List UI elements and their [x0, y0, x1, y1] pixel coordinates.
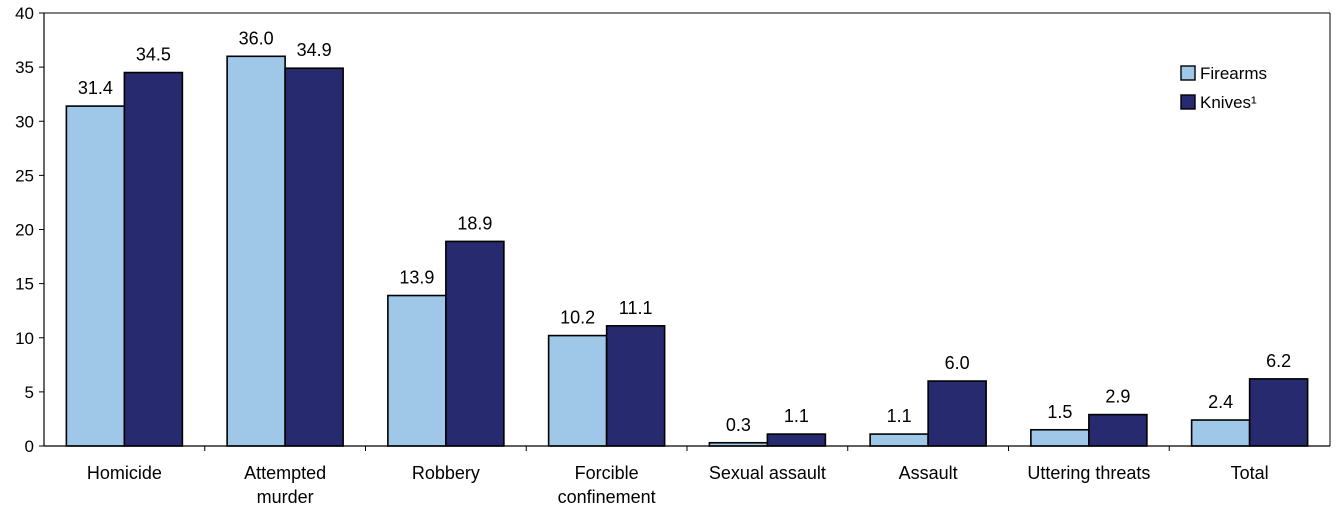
data-label: 6.0: [945, 353, 970, 373]
y-tick-label: 15: [15, 275, 34, 294]
legend-label: Knives¹: [1200, 93, 1257, 112]
bar-firearms: [65, 105, 126, 447]
data-label: 1.5: [1047, 402, 1072, 422]
legend-swatch: [1180, 94, 1196, 110]
data-label: 11.1: [619, 298, 653, 318]
data-label: 0.3: [726, 415, 751, 435]
bar-firearms: [869, 433, 929, 447]
legend-swatch: [1180, 65, 1196, 81]
x-tick-label: Attempted murder: [244, 463, 326, 507]
y-tick-label: 40: [15, 4, 34, 23]
data-label: 34.9: [297, 40, 332, 60]
y-tick-label: 30: [15, 112, 34, 131]
data-label: 10.2: [560, 308, 595, 328]
bar-firearms: [547, 334, 608, 447]
x-tick-label: Assault: [899, 463, 958, 483]
bar-firearms: [1190, 419, 1251, 447]
bar-firearms: [387, 294, 447, 447]
y-tick-label: 35: [15, 58, 34, 77]
y-tick-label: 25: [15, 166, 34, 185]
data-label: 34.5: [136, 45, 171, 65]
bars: [65, 55, 1309, 447]
x-axis: Homicide Attempted murder Robbery Forcible co…: [44, 445, 1330, 507]
x-tick-label: Homicide: [87, 463, 162, 483]
data-label: 18.9: [457, 213, 492, 233]
y-tick-label: 0: [25, 437, 34, 456]
x-tick-label: Sexual assault: [709, 463, 826, 483]
data-label: 2.9: [1105, 387, 1130, 407]
legend: Firearms Knives¹: [1180, 64, 1267, 112]
bar-knives: [123, 71, 184, 447]
bar-knives: [605, 325, 666, 447]
bar-firearms: [226, 55, 286, 447]
bar-knives: [445, 240, 505, 447]
x-tick-label: Forcible confinement: [558, 463, 656, 507]
y-tick-label: 10: [15, 329, 34, 348]
x-tick-label: Total: [1231, 463, 1269, 483]
bar-knives: [1088, 413, 1148, 447]
data-label: 6.2: [1266, 351, 1291, 371]
data-label: 2.4: [1208, 392, 1233, 412]
data-label: 31.4: [78, 78, 113, 98]
x-tick-label: Uttering threats: [1027, 463, 1150, 483]
y-tick-label: 20: [15, 221, 34, 240]
legend-label: Firearms: [1200, 64, 1267, 83]
data-label: 1.1: [784, 406, 809, 426]
data-label: 1.1: [887, 406, 912, 426]
bar-knives: [284, 67, 344, 447]
bar-knives: [927, 380, 987, 447]
y-tick-label: 5: [25, 383, 34, 402]
data-label: 13.9: [399, 268, 434, 288]
bar-knives: [766, 433, 827, 447]
value-labels: 31.4 34.5 36.0 34.9 13.9 18.9 10.2 11.1 0.3 1.1 1.…: [78, 28, 1291, 434]
bar-knives: [1248, 378, 1309, 447]
y-axis: 0 5 10 15 20 25 30 35 40: [15, 4, 1331, 456]
bar-firearms: [1030, 428, 1090, 447]
x-tick-label: Robbery: [412, 463, 480, 483]
data-label: 36.0: [239, 28, 274, 48]
